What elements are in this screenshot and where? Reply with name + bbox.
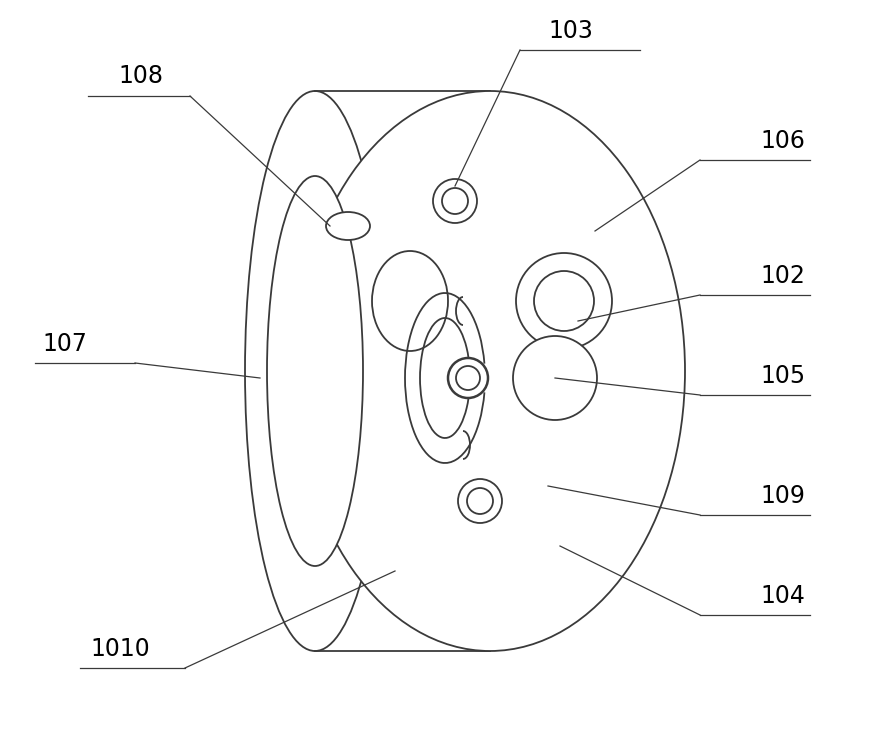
Ellipse shape (513, 336, 597, 420)
Ellipse shape (442, 188, 468, 214)
Text: 104: 104 (760, 584, 805, 608)
Text: 109: 109 (760, 484, 805, 508)
Ellipse shape (458, 479, 502, 523)
Text: 107: 107 (42, 332, 86, 356)
Text: 103: 103 (548, 19, 593, 43)
Ellipse shape (467, 488, 493, 514)
Text: 102: 102 (760, 264, 805, 288)
Ellipse shape (534, 271, 594, 331)
Text: 108: 108 (118, 64, 163, 88)
Text: 105: 105 (760, 364, 805, 388)
Ellipse shape (326, 212, 370, 240)
Text: 1010: 1010 (90, 637, 150, 661)
Ellipse shape (295, 91, 685, 651)
Ellipse shape (516, 253, 612, 349)
Text: 106: 106 (760, 129, 805, 153)
Ellipse shape (456, 366, 480, 390)
Ellipse shape (372, 251, 448, 351)
Ellipse shape (448, 358, 488, 398)
Ellipse shape (245, 91, 385, 651)
Ellipse shape (433, 179, 477, 223)
Ellipse shape (267, 176, 363, 566)
